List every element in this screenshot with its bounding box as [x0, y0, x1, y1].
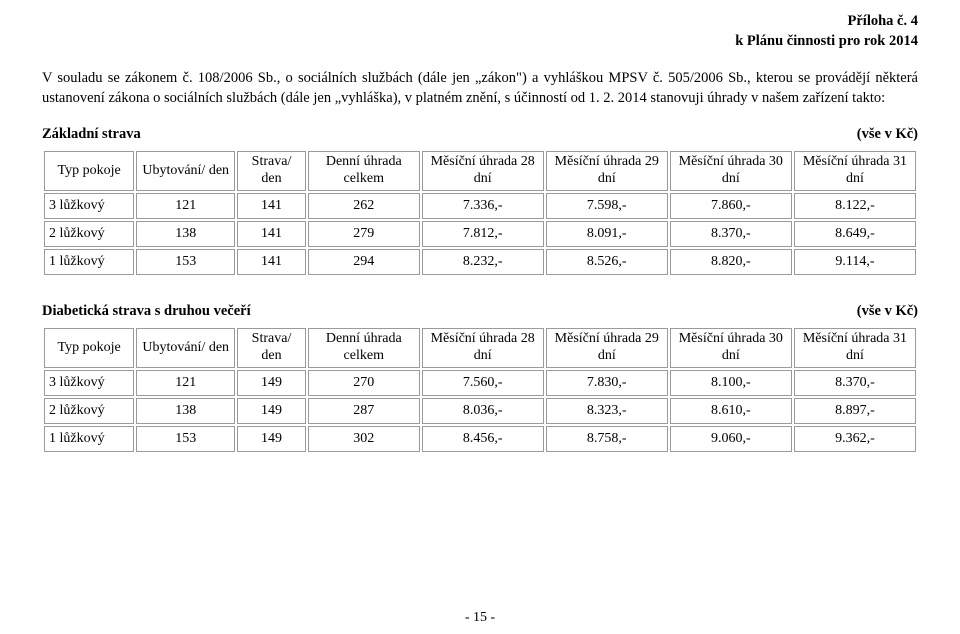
cell-m28: 7.560,- — [422, 370, 544, 396]
cell-m29: 8.526,- — [546, 249, 668, 275]
col-header-type: Typ pokoje — [44, 151, 134, 191]
cell-type: 1 lůžkový — [44, 426, 134, 452]
table-row: 2 lůžkový 138 149 287 8.036,- 8.323,- 8.… — [44, 398, 916, 424]
section-1-title: Základní strava — [42, 126, 141, 143]
cell-denni: 279 — [308, 221, 420, 247]
cell-strava: 149 — [237, 426, 306, 452]
cell-type: 1 lůžkový — [44, 249, 134, 275]
table-diabeticka-strava: Typ pokoje Ubytování/ den Strava/ den De… — [42, 326, 918, 454]
col-header-m28: Měsíční úhrada 28 dní — [422, 151, 544, 191]
cell-type: 2 lůžkový — [44, 398, 134, 424]
cell-denni: 287 — [308, 398, 420, 424]
table-row: 3 lůžkový 121 141 262 7.336,- 7.598,- 7.… — [44, 193, 916, 219]
cell-m30: 8.370,- — [670, 221, 792, 247]
cell-m29: 8.323,- — [546, 398, 668, 424]
col-header-m29: Měsíční úhrada 29 dní — [546, 328, 668, 368]
table-header-row: Typ pokoje Ubytování/ den Strava/ den De… — [44, 151, 916, 191]
col-header-m31: Měsíční úhrada 31 dní — [794, 151, 916, 191]
col-header-m29: Měsíční úhrada 29 dní — [546, 151, 668, 191]
table-zakladni-strava: Typ pokoje Ubytování/ den Strava/ den De… — [42, 149, 918, 277]
cell-strava: 141 — [237, 221, 306, 247]
page-number: - 15 - — [0, 610, 960, 626]
cell-m29: 8.091,- — [546, 221, 668, 247]
table-row: 3 lůžkový 121 149 270 7.560,- 7.830,- 8.… — [44, 370, 916, 396]
cell-m30: 9.060,- — [670, 426, 792, 452]
cell-m30: 8.820,- — [670, 249, 792, 275]
section-1-currency-note: (vše v Kč) — [857, 126, 918, 143]
cell-m31: 8.649,- — [794, 221, 916, 247]
cell-denni: 270 — [308, 370, 420, 396]
cell-m30: 7.860,- — [670, 193, 792, 219]
cell-m31: 8.897,- — [794, 398, 916, 424]
cell-strava: 149 — [237, 370, 306, 396]
col-header-m30: Měsíční úhrada 30 dní — [670, 151, 792, 191]
cell-m31: 8.122,- — [794, 193, 916, 219]
col-header-type: Typ pokoje — [44, 328, 134, 368]
cell-strava: 149 — [237, 398, 306, 424]
cell-ubyt: 121 — [136, 193, 235, 219]
table-header-row: Typ pokoje Ubytování/ den Strava/ den De… — [44, 328, 916, 368]
intro-paragraph: V souladu se zákonem č. 108/2006 Sb., o … — [42, 69, 918, 108]
cell-ubyt: 138 — [136, 221, 235, 247]
table-row: 2 lůžkový 138 141 279 7.812,- 8.091,- 8.… — [44, 221, 916, 247]
cell-type: 2 lůžkový — [44, 221, 134, 247]
cell-strava: 141 — [237, 249, 306, 275]
cell-m29: 7.830,- — [546, 370, 668, 396]
col-header-m30: Měsíční úhrada 30 dní — [670, 328, 792, 368]
col-header-denni: Denní úhrada celkem — [308, 151, 420, 191]
col-header-ubyt: Ubytování/ den — [136, 151, 235, 191]
header-block: Příloha č. 4 k Plánu činnosti pro rok 20… — [42, 12, 918, 51]
cell-ubyt: 138 — [136, 398, 235, 424]
cell-m28: 7.812,- — [422, 221, 544, 247]
cell-denni: 302 — [308, 426, 420, 452]
document-page: Příloha č. 4 k Plánu činnosti pro rok 20… — [0, 0, 960, 634]
cell-denni: 262 — [308, 193, 420, 219]
cell-type: 3 lůžkový — [44, 193, 134, 219]
col-header-strava: Strava/ den — [237, 151, 306, 191]
cell-m29: 8.758,- — [546, 426, 668, 452]
cell-ubyt: 153 — [136, 249, 235, 275]
col-header-ubyt: Ubytování/ den — [136, 328, 235, 368]
cell-m31: 8.370,- — [794, 370, 916, 396]
table-row: 1 lůžkový 153 149 302 8.456,- 8.758,- 9.… — [44, 426, 916, 452]
section-1-header: Základní strava (vše v Kč) — [42, 126, 918, 143]
header-line-2: k Plánu činnosti pro rok 2014 — [42, 32, 918, 52]
col-header-strava: Strava/ den — [237, 328, 306, 368]
col-header-m28: Měsíční úhrada 28 dní — [422, 328, 544, 368]
section-2-header: Diabetická strava s druhou večeří (vše v… — [42, 303, 918, 320]
cell-type: 3 lůžkový — [44, 370, 134, 396]
col-header-denni: Denní úhrada celkem — [308, 328, 420, 368]
cell-m30: 8.100,- — [670, 370, 792, 396]
cell-strava: 141 — [237, 193, 306, 219]
cell-m28: 8.232,- — [422, 249, 544, 275]
header-line-1: Příloha č. 4 — [42, 12, 918, 32]
cell-m31: 9.362,- — [794, 426, 916, 452]
cell-m28: 8.456,- — [422, 426, 544, 452]
section-2-title: Diabetická strava s druhou večeří — [42, 303, 251, 320]
cell-denni: 294 — [308, 249, 420, 275]
cell-m29: 7.598,- — [546, 193, 668, 219]
cell-ubyt: 153 — [136, 426, 235, 452]
cell-m30: 8.610,- — [670, 398, 792, 424]
section-2-currency-note: (vše v Kč) — [857, 303, 918, 320]
cell-m28: 8.036,- — [422, 398, 544, 424]
table-row: 1 lůžkový 153 141 294 8.232,- 8.526,- 8.… — [44, 249, 916, 275]
col-header-m31: Měsíční úhrada 31 dní — [794, 328, 916, 368]
cell-ubyt: 121 — [136, 370, 235, 396]
cell-m31: 9.114,- — [794, 249, 916, 275]
cell-m28: 7.336,- — [422, 193, 544, 219]
